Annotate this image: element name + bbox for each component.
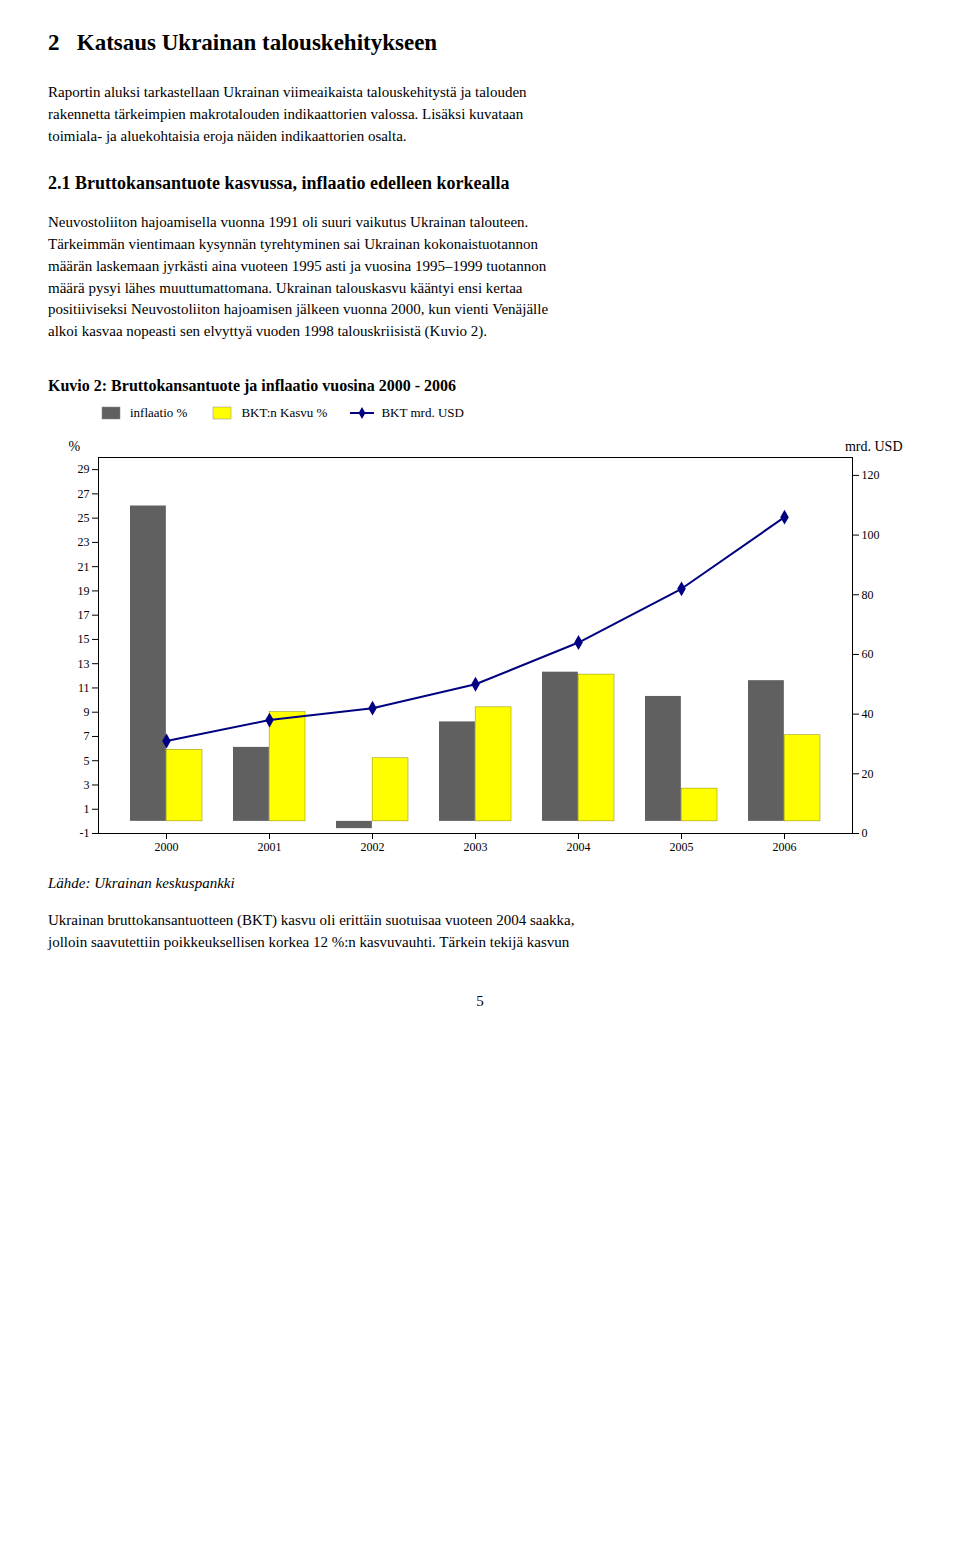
svg-text:1: 1 — [84, 802, 90, 816]
html-text:2.1 Bruttokansantuote kasvussa: 2.1 Bruttokansantuote kasvussa, inflaati… — [48, 173, 510, 194]
svg-text:2006: 2006 — [773, 840, 797, 854]
svg-text:2005: 2005 — [670, 840, 694, 854]
svg-text:-1: -1 — [80, 826, 90, 840]
svg-text:40: 40 — [862, 707, 874, 721]
svg-text:0: 0 — [862, 826, 868, 840]
html-text:positiiviseksi Neuvostoliiton: positiiviseksi Neuvostoliiton hajoamisen… — [48, 301, 549, 318]
svg-text:25: 25 — [78, 511, 90, 525]
svg-text:120: 120 — [862, 468, 880, 482]
svg-text:%: % — [69, 439, 81, 454]
html-text:toimiala- ja aluekohtaisia ero: toimiala- ja aluekohtaisia eroja näiden … — [48, 127, 407, 144]
svg-text:20: 20 — [862, 766, 874, 780]
html-text:2 Katsaus Ukrainan talouskehit: 2 Katsaus Ukrainan talouskehitykseen — [48, 30, 438, 55]
svg-text:80: 80 — [862, 587, 874, 601]
svg-text:9: 9 — [84, 705, 90, 719]
svg-text:15: 15 — [78, 632, 90, 646]
svg-text:3: 3 — [84, 778, 90, 792]
svg-text:29: 29 — [78, 462, 90, 476]
svg-text:2002: 2002 — [361, 840, 385, 854]
html-text:Kuvio 2: Bruttokansantuote ja: Kuvio 2: Bruttokansantuote ja inflaatio … — [48, 376, 456, 394]
html-text:määrä pysyi lähes muuttumattom: määrä pysyi lähes muuttumattomana. Ukrai… — [48, 279, 523, 296]
svg-text:17: 17 — [78, 608, 90, 622]
html-text:Raportin aluksi tarkastellaan: Raportin aluksi tarkastellaan Ukrainan v… — [48, 84, 527, 100]
svg-text:mrd. USD: mrd. USD — [845, 439, 903, 454]
svg-text:100: 100 — [862, 528, 880, 542]
svg-text:11: 11 — [78, 681, 90, 695]
html-text:BKT:n Kasvu %: BKT:n Kasvu % — [241, 404, 328, 420]
svg-text:2004: 2004 — [567, 840, 591, 854]
html-text:rakennetta tärkeimpien makrota: rakennetta tärkeimpien makrotalouden ind… — [48, 105, 524, 122]
html-text:alkoi kasvaa nopeasti sen elvy: alkoi kasvaa nopeasti sen elvyttyä vuode… — [48, 323, 488, 339]
svg-text:2001: 2001 — [258, 840, 282, 854]
html-text:inflaatio %: inflaatio % — [130, 404, 188, 420]
svg-text:2000: 2000 — [155, 840, 179, 854]
html-text:Ukrainan bruttokansantuotteen: Ukrainan bruttokansantuotteen (BKT) kasv… — [48, 911, 575, 928]
svg-text:60: 60 — [862, 647, 874, 661]
html-text:5: 5 — [476, 993, 484, 1010]
svg-text:2003: 2003 — [464, 840, 488, 854]
html-text:jolloin saavutettiin poikkeuks: jolloin saavutettiin poikkeuksellisen ko… — [48, 933, 570, 950]
html-text:Lähde: Ukrainan keskuspankki: Lähde: Ukrainan keskuspankki — [48, 874, 235, 891]
svg-text:7: 7 — [84, 729, 90, 743]
svg-text:21: 21 — [78, 559, 90, 573]
html-text:Tärkeimmän vientimaan kysynnän: Tärkeimmän vientimaan kysynnän tyrehtymi… — [48, 236, 538, 252]
svg-text:27: 27 — [78, 486, 90, 500]
html-text:BKT mrd. USD: BKT mrd. USD — [381, 404, 464, 420]
svg-text:19: 19 — [78, 584, 90, 598]
svg-text:13: 13 — [78, 656, 90, 670]
html-text:Neuvostoliiton hajoamisella vu: Neuvostoliiton hajoamisella vuonna 1991 … — [48, 214, 529, 231]
html-text:määrän laskemaan jyrkästi aina: määrän laskemaan jyrkästi aina vuoteen 1… — [48, 257, 547, 274]
svg-text:23: 23 — [78, 535, 90, 549]
svg-text:5: 5 — [84, 753, 90, 767]
